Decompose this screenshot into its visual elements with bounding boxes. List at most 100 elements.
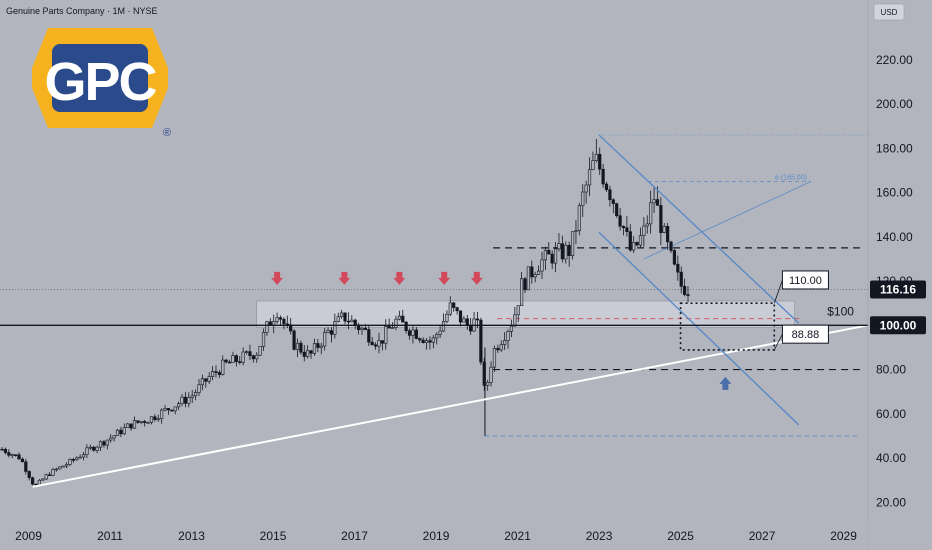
trend-line[interactable] (32, 324, 869, 488)
candle (214, 365, 218, 378)
candle-body (394, 318, 398, 328)
candle-body (479, 319, 483, 363)
channel-upper[interactable] (598, 134, 800, 324)
candle-body (499, 344, 503, 351)
candle (560, 235, 564, 263)
x-tick-label: 2009 (15, 529, 42, 543)
candle-body (88, 446, 92, 449)
candle-body (526, 266, 531, 291)
last-price-badge (870, 280, 926, 299)
candle (336, 312, 340, 323)
candle (679, 266, 683, 294)
candle-body (156, 418, 160, 421)
currency-badge[interactable] (873, 3, 905, 21)
y-tick-label: 80.00 (876, 363, 906, 377)
candle-body (183, 396, 188, 404)
candle (78, 454, 82, 459)
y-tick-label: 60.00 (876, 407, 906, 421)
candle-body (323, 332, 327, 347)
candle (455, 306, 459, 315)
candle-body (401, 315, 405, 323)
candle (44, 473, 48, 480)
candle-body (75, 457, 79, 461)
candle-body (458, 310, 463, 323)
candle (611, 198, 615, 214)
candle-body (513, 314, 517, 327)
candle (0, 447, 4, 451)
candle (3, 447, 8, 455)
candle-body (17, 454, 21, 460)
candle (170, 409, 174, 412)
candle-body (683, 286, 687, 295)
candle (618, 207, 622, 231)
candle (615, 202, 619, 218)
candle (387, 318, 391, 329)
candle-body (448, 302, 452, 315)
candle-body (435, 334, 439, 339)
candle (295, 338, 300, 358)
candle-body (424, 340, 429, 343)
candle-body (686, 294, 690, 296)
candle-body (10, 454, 14, 456)
candle-body (441, 321, 446, 332)
candle (441, 313, 446, 332)
candle (24, 458, 28, 475)
candle (649, 190, 653, 234)
candle-body (214, 371, 218, 373)
candle (418, 337, 422, 343)
candle-body (64, 464, 69, 467)
candle (380, 340, 384, 351)
up-arrow-icon (719, 376, 732, 390)
candle-body (139, 421, 143, 423)
candle (58, 466, 62, 470)
candle (231, 351, 235, 363)
callout-8888-leader (773, 333, 783, 351)
candle (17, 452, 21, 460)
candle (462, 315, 466, 323)
candle (126, 423, 130, 428)
callout-110: 110.00 (789, 275, 822, 287)
candle-body (536, 270, 541, 275)
candle (404, 321, 408, 334)
candle (261, 328, 266, 351)
candle-body (326, 330, 330, 333)
candle (407, 328, 412, 340)
candle (523, 276, 527, 293)
candle-body (655, 199, 660, 206)
candle-body (170, 409, 174, 412)
candle-body (136, 420, 140, 423)
candle-body (445, 313, 449, 322)
candle (41, 478, 45, 481)
candle (414, 326, 418, 340)
candle-body (119, 429, 123, 435)
candle (458, 310, 463, 327)
candle (543, 246, 547, 271)
candle-body (340, 312, 344, 317)
channel-lower[interactable] (598, 231, 800, 426)
candle-body (24, 461, 28, 472)
candle (346, 312, 351, 330)
candle (282, 317, 286, 330)
candle (669, 240, 673, 253)
candle-body (496, 348, 500, 351)
candle-body (187, 397, 191, 404)
candle-body (190, 395, 194, 398)
candle (244, 350, 249, 355)
candle-body (336, 316, 340, 323)
candle (194, 389, 198, 401)
down-arrow-icon (393, 271, 406, 285)
y-tick-label: 40.00 (876, 451, 906, 465)
candle-body (251, 355, 255, 360)
candle (312, 338, 317, 356)
candle (428, 336, 432, 350)
candle-body (95, 446, 99, 451)
candle (302, 345, 306, 362)
candle-body (51, 469, 55, 476)
candle-body (503, 340, 507, 345)
candle (54, 467, 58, 472)
candle-body (292, 330, 296, 350)
candle (102, 440, 106, 448)
candle-body (638, 235, 643, 246)
candle-body (553, 248, 558, 264)
